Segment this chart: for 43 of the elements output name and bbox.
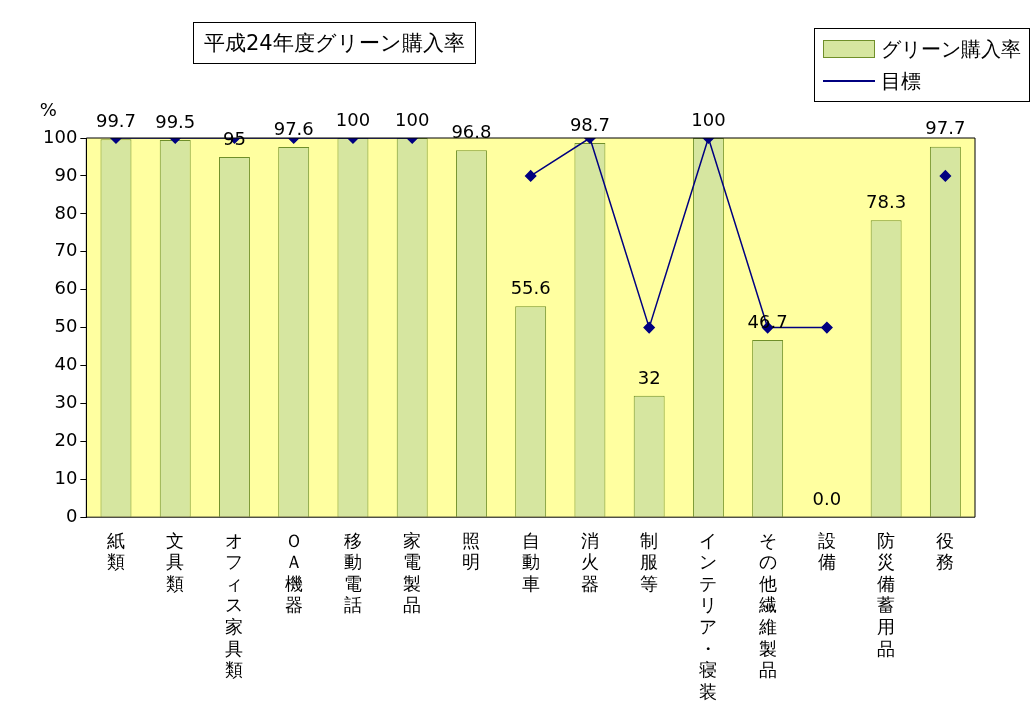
x-tick-label: 防災備蓄用品 xyxy=(877,529,896,659)
data-label: 99.5 xyxy=(155,110,196,132)
chart-title: 平成24年度グリーン購入率 xyxy=(193,22,476,64)
y-tick-label: 10 xyxy=(54,466,78,488)
data-label: 96.8 xyxy=(451,120,492,142)
y-tick-label: 90 xyxy=(54,163,78,185)
x-tick-label: 自動車 xyxy=(521,529,540,594)
x-tick-label: オフィス家具類 xyxy=(225,529,244,681)
data-label: 100 xyxy=(335,108,371,130)
x-tick-label: 役務 xyxy=(936,529,955,573)
x-tick-label: 設備 xyxy=(817,529,836,573)
data-label: 55.6 xyxy=(510,277,551,299)
y-tick-label: 80 xyxy=(54,201,78,223)
x-tick-label: 家電製品 xyxy=(403,529,422,616)
legend-label: グリーン購入率 xyxy=(881,35,1021,63)
legend-label: 目標 xyxy=(881,67,921,95)
x-tick-label: 消火器 xyxy=(580,529,599,594)
y-tick-label: 30 xyxy=(54,391,78,413)
data-label: 97.7 xyxy=(925,117,966,139)
x-tick-label: ＯＡ機器 xyxy=(284,529,303,616)
data-label: 100 xyxy=(691,108,726,130)
data-label: 99.7 xyxy=(95,109,137,131)
y-tick-label: 50 xyxy=(54,315,78,337)
x-tick-label: 移動電話 xyxy=(343,529,362,616)
y-tick-label: 20 xyxy=(54,429,78,451)
data-label: 100 xyxy=(395,108,430,130)
data-label: 98.7 xyxy=(569,113,610,135)
y-tick-label: 60 xyxy=(54,277,78,299)
x-tick-label: 紙類 xyxy=(106,529,125,573)
x-tick-label: 照明 xyxy=(462,529,481,573)
data-label: 97.6 xyxy=(273,117,314,139)
data-label: 78.3 xyxy=(866,190,907,212)
y-axis-title: % xyxy=(39,98,57,120)
x-tick-label: インテリア・寝装 xyxy=(699,529,718,702)
data-label: 32 xyxy=(637,366,661,388)
x-tick-label: その他繊維製品 xyxy=(757,529,777,681)
data-label: 0.0 xyxy=(812,487,842,509)
y-tick-label: 70 xyxy=(54,239,78,261)
y-tick-label: 100 xyxy=(43,125,78,147)
y-tick-label: 40 xyxy=(54,353,78,375)
x-tick-label: 文具類 xyxy=(166,529,185,594)
y-tick-label: 0 xyxy=(65,504,78,526)
x-tick-label: 制服等 xyxy=(640,529,659,594)
